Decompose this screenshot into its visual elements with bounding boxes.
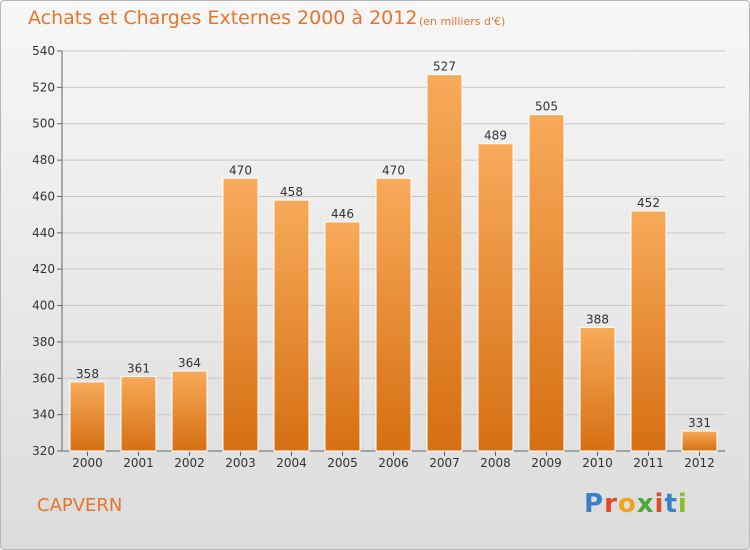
y-tick-label: 360 bbox=[32, 371, 55, 385]
bar-2004 bbox=[273, 199, 310, 452]
bar-2011 bbox=[630, 210, 667, 452]
y-tick-label: 380 bbox=[32, 335, 55, 349]
bar-2012 bbox=[681, 430, 718, 452]
x-tick-label: 2003 bbox=[225, 456, 256, 470]
logo-letter: P bbox=[584, 489, 605, 519]
bar-value-label: 331 bbox=[688, 416, 711, 430]
x-tick-label: 2012 bbox=[684, 456, 715, 470]
bar-2008 bbox=[477, 143, 514, 452]
bar-value-label: 361 bbox=[127, 361, 150, 375]
bar-2001 bbox=[120, 375, 157, 452]
x-tick-label: 2009 bbox=[531, 456, 562, 470]
logo-letter: i bbox=[654, 489, 665, 519]
x-tick-label: 2006 bbox=[378, 456, 409, 470]
y-tick-label: 320 bbox=[32, 444, 55, 458]
y-tick-label: 440 bbox=[32, 226, 55, 240]
bar-value-label: 364 bbox=[178, 356, 201, 370]
bar-value-label: 446 bbox=[331, 207, 354, 221]
bar-value-label: 388 bbox=[586, 312, 609, 326]
x-tick-label: 2010 bbox=[582, 456, 613, 470]
x-tick-label: 2000 bbox=[72, 456, 103, 470]
x-tick-label: 2002 bbox=[174, 456, 205, 470]
logo-letter: r bbox=[604, 489, 618, 519]
bar-value-label: 458 bbox=[280, 185, 303, 199]
bar-2003 bbox=[222, 177, 259, 452]
bar-value-label: 470 bbox=[382, 163, 405, 177]
unit-label: (en milliers d'€) bbox=[419, 15, 506, 28]
x-tick-label: 2004 bbox=[276, 456, 307, 470]
x-tick-label: 2001 bbox=[123, 456, 154, 470]
bar-2002 bbox=[171, 370, 208, 452]
bar-value-label: 527 bbox=[433, 60, 456, 74]
bar-value-label: 505 bbox=[535, 100, 558, 114]
x-tick-label: 2007 bbox=[429, 456, 460, 470]
bar-2005 bbox=[324, 221, 361, 452]
bar-2006 bbox=[375, 177, 412, 452]
logo-letter: t bbox=[664, 489, 678, 519]
chart-title: Achats et Charges Externes 2000 à 2012 bbox=[28, 7, 418, 29]
bar-2007 bbox=[426, 74, 463, 452]
logo-letter: i bbox=[677, 489, 688, 519]
logo-letter: o bbox=[617, 489, 637, 519]
logo-letter: x bbox=[636, 489, 655, 519]
x-tick-label: 2011 bbox=[633, 456, 664, 470]
proxiti-logo: Proxiti bbox=[584, 489, 688, 519]
bar-2009 bbox=[528, 114, 565, 452]
bar-value-label: 489 bbox=[484, 129, 507, 143]
bar-value-label: 358 bbox=[76, 367, 99, 381]
y-tick-label: 340 bbox=[32, 408, 55, 422]
y-tick-label: 480 bbox=[32, 153, 55, 167]
commune-name: CAPVERN bbox=[37, 495, 123, 516]
bar-value-label: 470 bbox=[229, 163, 252, 177]
y-tick-label: 540 bbox=[32, 44, 55, 58]
x-tick-label: 2005 bbox=[327, 456, 358, 470]
y-tick-label: 460 bbox=[32, 189, 55, 203]
y-tick-label: 500 bbox=[32, 117, 55, 131]
bar-2010 bbox=[579, 326, 616, 452]
y-tick-label: 520 bbox=[32, 80, 55, 94]
bar-2000 bbox=[69, 381, 106, 452]
x-tick-label: 2008 bbox=[480, 456, 511, 470]
y-tick-label: 420 bbox=[32, 262, 55, 276]
bar-value-label: 452 bbox=[637, 196, 660, 210]
y-tick-label: 400 bbox=[32, 299, 55, 313]
